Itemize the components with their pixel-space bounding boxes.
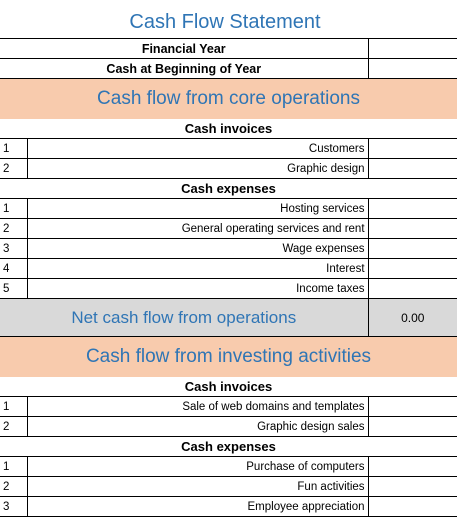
table-row: 5 Income taxes: [0, 278, 457, 299]
item-number: 2: [0, 416, 28, 437]
item-value[interactable]: [367, 238, 457, 259]
table-row: 2 Fun activities: [0, 476, 457, 497]
core-expenses-group-row: Cash expenses: [0, 178, 457, 199]
item-number: 4: [0, 258, 28, 279]
cash-beginning-row: Cash at Beginning of Year: [0, 58, 457, 79]
table-row: 3 Employee appreciation: [0, 496, 457, 517]
item-value[interactable]: [367, 218, 457, 239]
financial-year-label: Financial Year: [0, 38, 369, 59]
item-value[interactable]: [367, 158, 457, 179]
item-label: Purchase of computers: [27, 456, 369, 477]
table-row: 2 General operating services and rent: [0, 218, 457, 239]
item-label: Employee appreciation: [27, 496, 369, 517]
table-row: 1 Sale of web domains and templates: [0, 396, 457, 417]
item-value[interactable]: [367, 496, 457, 517]
core-expenses-label: Cash expenses: [0, 178, 457, 199]
item-label: Sale of web domains and templates: [27, 396, 369, 417]
item-label: Income taxes: [27, 278, 369, 299]
table-row: 1 Hosting services: [0, 198, 457, 219]
item-label: Hosting services: [27, 198, 369, 219]
item-value[interactable]: [367, 258, 457, 279]
item-value[interactable]: [367, 198, 457, 219]
core-invoices-label: Cash invoices: [0, 118, 457, 139]
item-value[interactable]: [367, 476, 457, 497]
table-row: 3 Wage expenses: [0, 238, 457, 259]
item-label: Graphic design: [27, 158, 369, 179]
item-label: Graphic design sales: [27, 416, 369, 437]
table-row: 2 Graphic design: [0, 158, 457, 179]
item-value[interactable]: [367, 416, 457, 437]
item-number: 1: [0, 198, 28, 219]
net-operations-row: Net cash flow from operations 0.00: [0, 298, 457, 337]
item-value[interactable]: [367, 396, 457, 417]
cash-flow-table: Financial Year Cash at Beginning of Year…: [0, 38, 457, 517]
item-label: Fun activities: [27, 476, 369, 497]
item-value[interactable]: [367, 138, 457, 159]
item-label: Customers: [27, 138, 369, 159]
item-value[interactable]: [367, 456, 457, 477]
sheet-title: Cash Flow Statement: [129, 11, 321, 33]
core-invoices-group-row: Cash invoices: [0, 118, 457, 139]
financial-year-row: Financial Year: [0, 38, 457, 59]
investing-heading-row: Cash flow from investing activities: [0, 336, 457, 377]
core-operations-heading: Cash flow from core operations: [0, 78, 457, 119]
investing-expenses-group-row: Cash expenses: [0, 436, 457, 457]
item-number: 2: [0, 476, 28, 497]
table-row: 1 Customers: [0, 138, 457, 159]
item-number: 1: [0, 138, 28, 159]
item-number: 1: [0, 456, 28, 477]
investing-expenses-label: Cash expenses: [0, 436, 457, 457]
item-label: General operating services and rent: [27, 218, 369, 239]
net-operations-label: Net cash flow from operations: [0, 298, 369, 337]
core-operations-heading-row: Cash flow from core operations: [0, 78, 457, 119]
item-number: 3: [0, 496, 28, 517]
item-number: 1: [0, 396, 28, 417]
item-number: 5: [0, 278, 28, 299]
table-row: 1 Purchase of computers: [0, 456, 457, 477]
cash-beginning-value[interactable]: [367, 58, 457, 79]
item-label: Interest: [27, 258, 369, 279]
item-value[interactable]: [367, 278, 457, 299]
investing-invoices-group-row: Cash invoices: [0, 376, 457, 397]
table-row: 2 Graphic design sales: [0, 416, 457, 437]
item-number: 2: [0, 218, 28, 239]
item-number: 3: [0, 238, 28, 259]
net-operations-value: 0.00: [367, 298, 457, 337]
investing-invoices-label: Cash invoices: [0, 376, 457, 397]
item-number: 2: [0, 158, 28, 179]
financial-year-value[interactable]: [367, 38, 457, 59]
item-label: Wage expenses: [27, 238, 369, 259]
investing-heading: Cash flow from investing activities: [0, 336, 457, 377]
cash-beginning-label: Cash at Beginning of Year: [0, 58, 369, 79]
table-row: 4 Interest: [0, 258, 457, 279]
